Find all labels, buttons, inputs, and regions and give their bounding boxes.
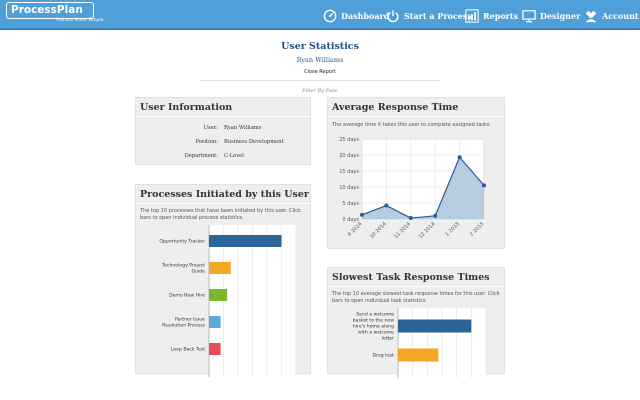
header-divider (200, 80, 440, 81)
department-value: C-Level (224, 153, 244, 159)
user-info-panel: User Information User: Ryan Williams Pos… (135, 97, 311, 165)
bar-label: Opportunity Tracker (159, 239, 205, 245)
y-tick-label: 5 days (342, 201, 359, 207)
x-tick-label: 2 2015 (469, 221, 486, 238)
bar-label: Demo New Hire (169, 293, 205, 299)
panel-rule (136, 116, 310, 117)
avg-response-title: Average Response Time (332, 102, 459, 113)
series-line (361, 156, 485, 219)
close-report-link[interactable]: Close Report (304, 69, 336, 75)
nav-dashboard[interactable]: Dashboard (323, 6, 389, 26)
page-title: User Statistics (281, 41, 359, 52)
y-tick-label: 0 days (342, 217, 359, 223)
brand-tagline: Process Made Simple. (56, 18, 105, 23)
bar-label: Technology Project Guide (161, 263, 205, 275)
bar (209, 316, 221, 328)
bar-label: Loop Back Test (171, 347, 205, 353)
bar (398, 348, 439, 362)
nav-designer[interactable]: Designer (522, 6, 580, 26)
position-label: Position: (195, 139, 218, 145)
panel-rule (136, 203, 310, 204)
processes-title: Processes Initiated by this User (140, 189, 309, 200)
nav-reports-label: Reports (483, 11, 519, 21)
filter-by-date-link[interactable]: Filter By Date (302, 88, 338, 94)
nav-start-process[interactable]: Start a Process (386, 6, 472, 26)
department-label: Department: (184, 153, 218, 159)
slowest-title: Slowest Task Response Times (332, 272, 490, 283)
y-tick-label: 10 days (339, 185, 359, 191)
data-point (408, 216, 413, 221)
logo-frame (6, 2, 94, 19)
data-point (433, 213, 438, 218)
monitor-icon (522, 10, 536, 23)
x-tick-label: 9 2014 (347, 221, 364, 238)
bar-label: Send a welcome basket to the new hire's ho… (353, 312, 395, 342)
data-point (384, 203, 389, 208)
y-tick-label: 25 days (339, 137, 359, 143)
user-info-title: User Information (140, 102, 233, 113)
bar (398, 319, 472, 333)
x-tick-label: 10 2014 (369, 221, 388, 240)
avg-response-chart: 0 days 5 days 10 days 15 days 20 days 25 days… (339, 137, 486, 240)
panel-rule (328, 286, 504, 287)
slowest-panel: Slowest Task Response Times The top 10 a… (327, 267, 505, 378)
user-value: Ryan Williams (224, 125, 262, 131)
top-bar: ProcessPlan Process Made Simple. Dashboa… (0, 0, 640, 30)
data-point (482, 183, 486, 188)
y-tick-label: 15 days (339, 169, 359, 175)
bar-label: Partner Issue Resolution Process (162, 317, 205, 329)
power-icon (387, 10, 399, 23)
processes-chart: Opportunity Tracker Technology Project Gui… (159, 225, 297, 377)
nav-account-label: Account (602, 11, 639, 21)
panel-rule (328, 116, 504, 117)
nav-reports[interactable]: Reports (465, 6, 518, 26)
bar (209, 235, 282, 247)
user-label: User: (203, 125, 218, 131)
page-user-name: Ryan Williams (296, 56, 344, 64)
brand-logo[interactable]: ProcessPlan Process Made Simple. (6, 2, 105, 26)
bar (209, 289, 228, 301)
position-value: Business Development (224, 139, 284, 145)
nav-dashboard-label: Dashboard (341, 11, 390, 21)
x-tick-label: 11 2014 (393, 221, 412, 240)
bar (209, 262, 231, 274)
nav-start-process-label: Start a Process (404, 11, 472, 21)
nav-account[interactable]: Account (584, 6, 639, 26)
processes-description: The top 10 processes that have been init… (140, 208, 301, 221)
nav-designer-label: Designer (540, 11, 581, 21)
brand-name: ProcessPlan (11, 4, 83, 16)
processes-panel: Processes Initiated by this User The top… (135, 184, 311, 377)
slowest-description: The top 10 average slowest task response… (332, 291, 500, 304)
slowest-chart: Send a welcome basket to the new hire's ho… (353, 308, 487, 378)
bar-chart-icon (465, 9, 479, 23)
x-tick-label: 1 2015 (444, 221, 461, 238)
avg-response-panel: Average Response Time The average time i… (327, 97, 505, 249)
bar-label: Drug test (372, 353, 394, 359)
data-point (457, 155, 462, 160)
avg-response-description: The average time it takes this user to c… (332, 122, 492, 128)
dashboard-icon (323, 9, 337, 23)
x-tick-label: 12 2014 (418, 221, 437, 240)
y-tick-label: 20 days (339, 153, 359, 159)
data-point (360, 212, 364, 217)
bar (209, 343, 221, 355)
users-icon (585, 11, 597, 23)
